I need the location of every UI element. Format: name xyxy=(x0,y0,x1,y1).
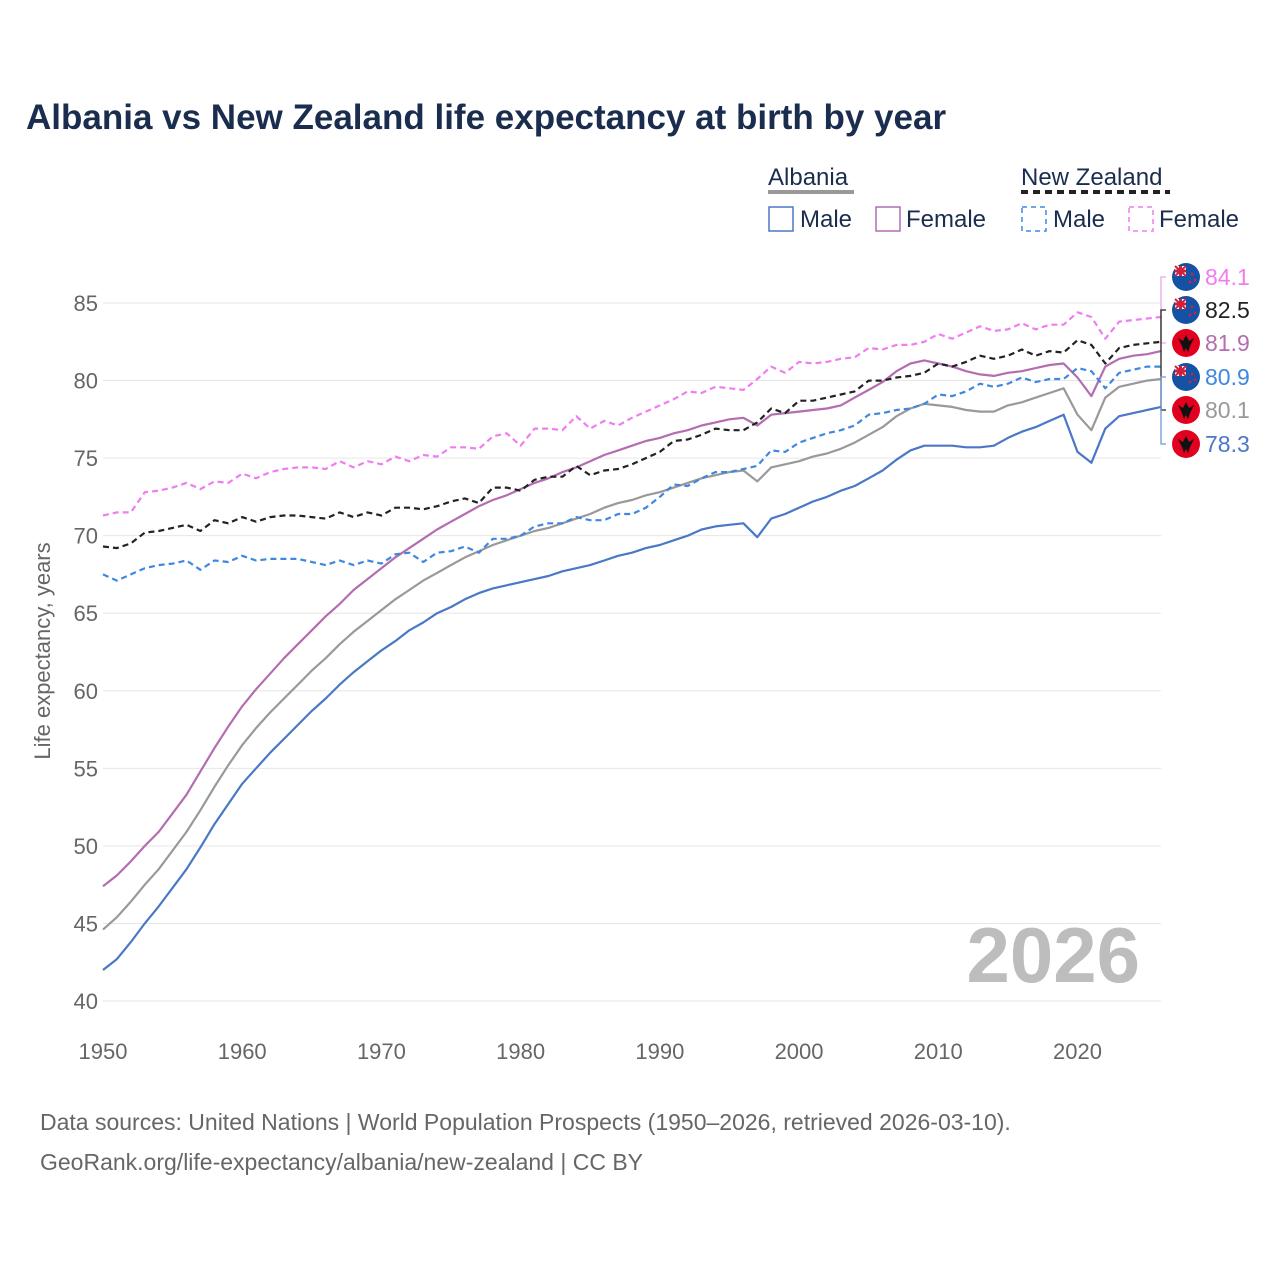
end-label-alb-total: 80.1 xyxy=(1205,397,1250,423)
x-tick-label: 1970 xyxy=(357,1039,406,1064)
source-line-2: GeoRank.org/life-expectancy/albania/new-… xyxy=(40,1149,643,1175)
source-line-1: Data sources: United Nations | World Pop… xyxy=(40,1109,1011,1135)
x-tick-label: 1990 xyxy=(635,1039,684,1064)
x-tick-label: 1960 xyxy=(218,1039,267,1064)
albania-flag-icon xyxy=(1172,396,1200,424)
albania-flag-icon xyxy=(1172,430,1200,458)
series-line-nz-female xyxy=(102,311,1162,517)
legend-nz-female-swatch xyxy=(1128,206,1154,232)
series-line-nz-total xyxy=(102,339,1162,550)
legend-nz-male-label: Male xyxy=(1053,206,1105,233)
end-label-nz-male: 80.9 xyxy=(1205,364,1250,390)
y-tick-label: 65 xyxy=(74,601,98,626)
y-tick-label: 60 xyxy=(74,679,98,704)
y-tick-label: 50 xyxy=(74,834,98,859)
year-watermark: 2026 xyxy=(966,911,1140,999)
axes: 40 45 50 55 60 65 70 75 80 85 1950 1960 1970 1980 1990… xyxy=(74,291,1102,1064)
legend-albania-female-swatch xyxy=(875,206,901,232)
y-tick-label: 75 xyxy=(74,446,98,471)
new-zealand-flag-icon xyxy=(1172,296,1200,324)
x-tick-label: 2000 xyxy=(775,1039,824,1064)
legend: Albania Male Female New Zealand Male Fem… xyxy=(768,164,1239,233)
end-label-nz-total: 82.5 xyxy=(1205,297,1250,323)
x-tick-label: 1950 xyxy=(79,1039,128,1064)
chart-title: Albania vs New Zealand life expectancy a… xyxy=(26,98,946,137)
y-axis-label: Life expectancy, years xyxy=(30,542,55,759)
y-tick-label: 80 xyxy=(74,369,98,394)
legend-group-albania: Albania xyxy=(768,164,849,191)
bracket-male xyxy=(1160,376,1166,445)
x-tick-label: 2010 xyxy=(914,1039,963,1064)
series-line-nz-male xyxy=(102,365,1161,582)
end-label-alb-male: 78.3 xyxy=(1205,431,1250,457)
y-tick-label: 85 xyxy=(74,291,98,316)
y-tick-label: 40 xyxy=(74,989,98,1014)
end-markers: 84.1 82.5 81.9 80.9 80.1 78.3 xyxy=(1160,263,1250,458)
x-tick-label: 2020 xyxy=(1053,1039,1102,1064)
albania-flag-icon xyxy=(1172,329,1200,357)
y-tick-label: 55 xyxy=(74,756,98,781)
y-tick-label: 70 xyxy=(74,524,98,549)
y-tick-label: 45 xyxy=(74,911,98,936)
legend-nz-male-swatch xyxy=(1021,206,1047,232)
bracket-total xyxy=(1160,309,1166,411)
legend-group-new-zealand: New Zealand xyxy=(1021,164,1162,191)
series-line-alb-total xyxy=(102,377,1162,931)
x-tick-label: 1980 xyxy=(496,1039,545,1064)
legend-albania-male-swatch xyxy=(768,206,794,232)
series-line-alb-male xyxy=(102,405,1162,971)
legend-nz-female-label: Female xyxy=(1159,206,1239,233)
legend-albania-female-label: Female xyxy=(906,206,986,233)
gridlines xyxy=(103,302,1161,1002)
end-label-nz-female: 84.1 xyxy=(1205,264,1250,290)
end-label-alb-female: 81.9 xyxy=(1205,330,1250,356)
legend-albania-male-label: Male xyxy=(800,206,852,233)
series-line-alb-female xyxy=(102,350,1162,888)
new-zealand-flag-icon xyxy=(1172,363,1200,391)
series xyxy=(102,311,1162,971)
new-zealand-flag-icon xyxy=(1172,263,1200,291)
